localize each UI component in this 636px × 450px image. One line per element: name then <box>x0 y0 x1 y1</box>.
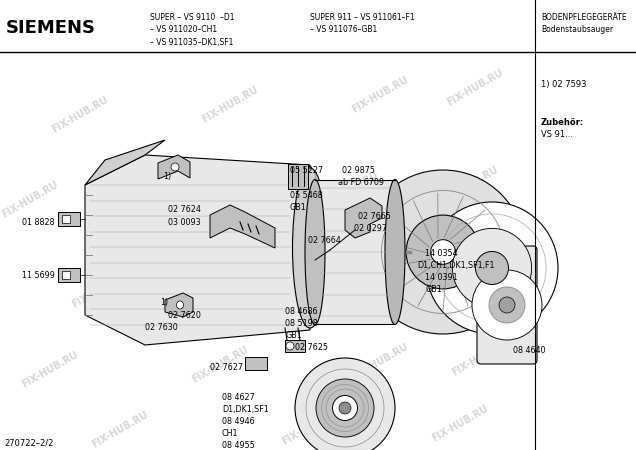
Text: D1,CH1,DK1,SF1,F1: D1,CH1,DK1,SF1,F1 <box>417 261 495 270</box>
Ellipse shape <box>171 163 179 171</box>
Text: CH1: CH1 <box>222 429 238 438</box>
Text: – VS 911076–GB1: – VS 911076–GB1 <box>310 26 377 35</box>
Text: 08 4955: 08 4955 <box>222 441 255 450</box>
Text: FIX-HUB.RU: FIX-HUB.RU <box>0 180 60 220</box>
Text: GB1: GB1 <box>425 285 442 294</box>
Circle shape <box>333 396 357 420</box>
Bar <box>315 180 395 325</box>
Circle shape <box>452 229 532 308</box>
Ellipse shape <box>177 301 184 309</box>
Text: FIX-HUB.RU: FIX-HUB.RU <box>200 85 260 125</box>
Polygon shape <box>165 293 193 317</box>
Circle shape <box>295 358 395 450</box>
Text: 08 4640: 08 4640 <box>513 346 546 355</box>
Text: 01 8828: 01 8828 <box>22 218 55 227</box>
Text: Bodenstaubsauger: Bodenstaubsauger <box>541 26 613 35</box>
Text: 02 7624: 02 7624 <box>168 205 201 214</box>
Text: SUPER – VS 9110  –D1: SUPER – VS 9110 –D1 <box>150 14 235 22</box>
FancyBboxPatch shape <box>477 246 537 364</box>
Text: FIX-HUB.RU: FIX-HUB.RU <box>320 170 380 210</box>
Circle shape <box>286 342 294 350</box>
Text: 08 5198: 08 5198 <box>285 319 318 328</box>
Text: 02 7620: 02 7620 <box>168 311 201 320</box>
Ellipse shape <box>385 180 405 324</box>
Circle shape <box>499 297 515 313</box>
Ellipse shape <box>305 180 325 324</box>
Text: FIX-HUB.RU: FIX-HUB.RU <box>390 258 450 298</box>
Text: 1) 02 7593: 1) 02 7593 <box>541 80 586 89</box>
Text: FIX-HUB.RU: FIX-HUB.RU <box>450 338 510 378</box>
Text: FIX-HUB.RU: FIX-HUB.RU <box>50 95 110 135</box>
Text: 08 4627: 08 4627 <box>222 393 255 402</box>
Text: 14 0391: 14 0391 <box>425 273 458 282</box>
Text: FIX-HUB.RU: FIX-HUB.RU <box>445 68 505 108</box>
Circle shape <box>426 202 558 334</box>
Text: 02 7664: 02 7664 <box>308 236 341 245</box>
Text: 270722–2/2: 270722–2/2 <box>4 438 53 447</box>
Text: 02 0297: 02 0297 <box>354 224 387 233</box>
Text: 08 4946: 08 4946 <box>222 417 254 426</box>
Circle shape <box>489 287 525 323</box>
Circle shape <box>316 379 374 437</box>
Circle shape <box>472 270 542 340</box>
Text: 05 5468: 05 5468 <box>290 191 322 200</box>
Polygon shape <box>345 198 382 238</box>
Text: 03 0093: 03 0093 <box>168 218 200 227</box>
Circle shape <box>406 215 480 289</box>
Text: 02 7665: 02 7665 <box>358 212 391 221</box>
Text: 02 7625: 02 7625 <box>295 343 328 352</box>
Text: 1): 1) <box>160 298 168 307</box>
Text: FIX-HUB.RU: FIX-HUB.RU <box>470 252 530 292</box>
Text: FIX-HUB.RU: FIX-HUB.RU <box>160 175 220 215</box>
Text: FIX-HUB.RU: FIX-HUB.RU <box>240 265 300 305</box>
Text: VS 91...: VS 91... <box>541 130 573 139</box>
Text: GB1: GB1 <box>290 203 307 212</box>
Polygon shape <box>210 205 275 248</box>
Bar <box>62 271 70 279</box>
Text: FIX-HUB.RU: FIX-HUB.RU <box>70 270 130 310</box>
Text: SIEMENS: SIEMENS <box>6 19 96 37</box>
Circle shape <box>339 402 351 414</box>
Text: FIX-HUB.RU: FIX-HUB.RU <box>90 410 150 450</box>
Bar <box>285 340 305 352</box>
Text: FIX-HUB.RU: FIX-HUB.RU <box>440 165 500 205</box>
Text: 11 5699: 11 5699 <box>22 271 55 280</box>
Text: 1): 1) <box>163 172 171 181</box>
Text: ab FD 6709: ab FD 6709 <box>338 178 384 187</box>
Text: – VS 911035–DK1,SF1: – VS 911035–DK1,SF1 <box>150 37 233 46</box>
Text: FIX-HUB.RU: FIX-HUB.RU <box>430 404 490 444</box>
Text: FIX-HUB.RU: FIX-HUB.RU <box>280 407 340 447</box>
Polygon shape <box>158 155 190 179</box>
Bar <box>62 215 70 223</box>
Bar <box>245 357 267 370</box>
Text: GB1: GB1 <box>285 331 301 340</box>
Text: FIX-HUB.RU: FIX-HUB.RU <box>350 342 410 382</box>
Text: FIX-HUB.RU: FIX-HUB.RU <box>20 350 80 390</box>
Text: SUPER 911 – VS 911061–F1: SUPER 911 – VS 911061–F1 <box>310 14 415 22</box>
Text: BODENPFLEGEGERÄTE: BODENPFLEGEGERÄTE <box>541 14 626 22</box>
Text: – VS 911020–CH1: – VS 911020–CH1 <box>150 26 217 35</box>
Text: 14 0354: 14 0354 <box>425 249 458 258</box>
Text: 05 5227: 05 5227 <box>290 166 323 175</box>
Text: FIX-HUB.RU: FIX-HUB.RU <box>190 345 250 385</box>
Text: Zubehör:: Zubehör: <box>541 118 584 127</box>
Circle shape <box>361 170 525 334</box>
Circle shape <box>431 240 455 264</box>
Circle shape <box>476 252 509 284</box>
Text: 02 9875: 02 9875 <box>342 166 375 175</box>
Text: FIX-HUB.RU: FIX-HUB.RU <box>350 75 410 115</box>
Polygon shape <box>85 155 310 345</box>
Ellipse shape <box>293 168 328 328</box>
Text: 02 7630: 02 7630 <box>145 323 177 332</box>
Bar <box>288 164 308 189</box>
Polygon shape <box>85 140 165 185</box>
Text: 08 4686: 08 4686 <box>285 307 317 316</box>
Text: 02 7627: 02 7627 <box>210 363 243 372</box>
Text: D1,DK1,SF1: D1,DK1,SF1 <box>222 405 269 414</box>
FancyBboxPatch shape <box>58 212 80 226</box>
FancyBboxPatch shape <box>58 268 80 282</box>
